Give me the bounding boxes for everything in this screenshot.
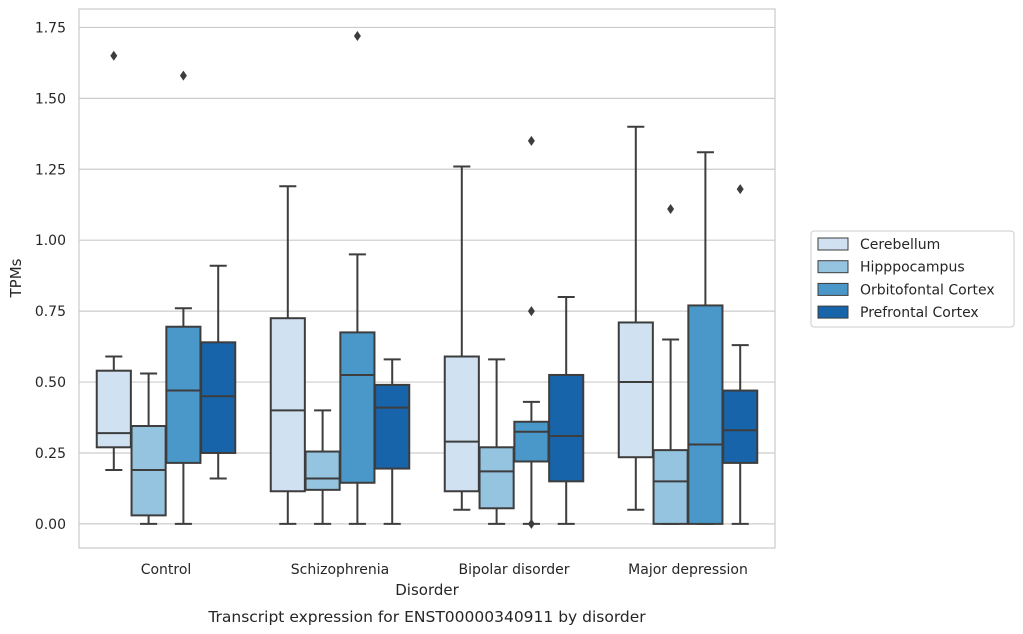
box <box>617 321 654 459</box>
box <box>339 331 376 484</box>
y-tick-label: 0.00 <box>35 517 66 533</box>
y-axis-label: TPMs <box>7 258 25 298</box>
box <box>722 389 759 464</box>
box <box>269 317 306 493</box>
legend-swatch <box>817 305 849 319</box>
x-tick-label: Major depression <box>628 562 748 578</box>
outlier-point <box>736 184 744 195</box>
box <box>443 355 480 493</box>
y-tick-label: 1.75 <box>35 20 66 36</box>
x-tick-label: Schizophrenia <box>291 562 389 578</box>
legend-frame <box>810 230 1015 328</box>
y-tick-label: 0.50 <box>35 375 66 391</box>
outlier-point <box>179 70 187 81</box>
chart-caption: Transcript expression for ENST0000034091… <box>207 608 646 626</box>
legend-swatch <box>817 260 849 274</box>
legend: Cerebellum Hipppocampus Orbitofontal Corte… <box>810 230 1015 328</box>
box <box>513 420 550 463</box>
x-tick-label: Bipolar disorder <box>458 562 569 578</box>
outlier-point <box>353 30 361 41</box>
y-tick-label: 0.75 <box>35 304 66 320</box>
legend-label: Cerebellum <box>860 237 940 253</box>
outlier-point <box>667 203 675 214</box>
y-tick-label: 1.25 <box>35 162 66 178</box>
x-tick-label: Control <box>141 562 192 578</box>
box <box>200 341 237 454</box>
legend-swatch <box>817 282 849 296</box>
legend-label: Orbitofontal Cortex <box>860 282 995 298</box>
outlier-point <box>527 135 535 146</box>
x-axis-ticks: Control Schizophrenia Bipolar disorder Majo… <box>141 562 748 578</box>
box <box>548 373 585 483</box>
y-tick-label: 0.25 <box>35 446 66 462</box>
y-tick-label: 1.00 <box>35 233 66 249</box>
legend-label: Hipppocampus <box>860 260 965 276</box>
box <box>374 383 411 470</box>
box <box>652 449 689 525</box>
y-tick-label: 1.50 <box>35 91 66 107</box>
box-series <box>95 30 759 529</box>
legend-label: Prefrontal Cortex <box>860 305 979 321</box>
box <box>478 446 515 510</box>
box <box>165 325 202 464</box>
box <box>687 304 724 525</box>
outlier-point <box>527 518 535 529</box>
x-axis-label: Disorder <box>395 581 459 599</box>
outlier-point <box>110 50 118 61</box>
outlier-point <box>527 306 535 317</box>
y-axis-ticks: 0.00 0.25 0.50 0.75 1.00 1.25 1.50 1.75 <box>35 20 66 532</box>
box <box>304 450 341 491</box>
box <box>95 369 132 449</box>
plot-frame <box>78 8 776 549</box>
legend-swatch <box>817 237 849 251</box>
